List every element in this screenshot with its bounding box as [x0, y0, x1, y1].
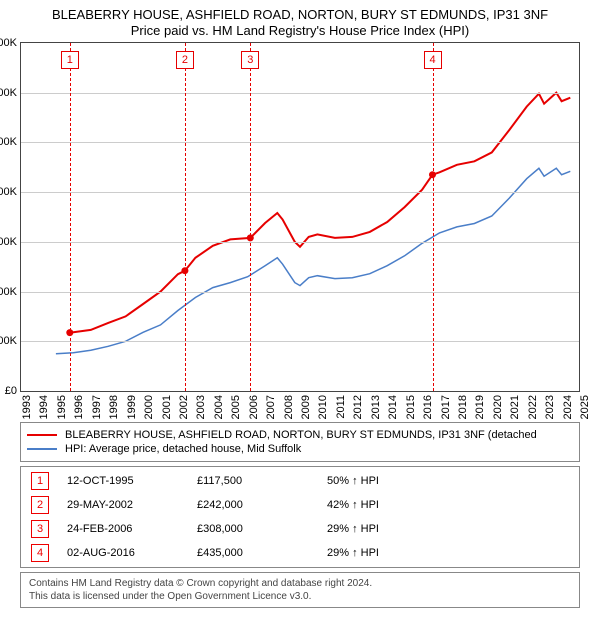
gridline [21, 341, 579, 342]
transaction-number: 2 [31, 496, 49, 514]
x-axis-label: 1999 [126, 395, 138, 419]
page: BLEABERRY HOUSE, ASHFIELD ROAD, NORTON, … [0, 0, 600, 616]
y-axis-label: £400K [0, 186, 17, 198]
x-axis-label: 2002 [178, 395, 190, 419]
legend-swatch [27, 448, 57, 450]
y-axis-label: £100K [0, 335, 17, 347]
transaction-pct: 29% ↑ HPI [327, 523, 569, 535]
transaction-price: £308,000 [197, 523, 327, 535]
transaction-table: 1 12-OCT-1995£117,50050% ↑ HPI 2 29-MAY-200… [20, 466, 580, 568]
marker-number: 4 [424, 51, 442, 69]
gridline [21, 242, 579, 243]
transaction-price: £435,000 [197, 547, 327, 559]
transaction-row: 3 24-FEB-2006£308,00029% ↑ HPI [21, 517, 579, 541]
x-axis-label: 2024 [562, 395, 574, 419]
x-axis-label: 1994 [38, 395, 50, 419]
price-chart: £0£100K£200K£300K£400K£500K£600K£700K199… [20, 42, 580, 392]
marker-line [250, 43, 251, 391]
page-subtitle: Price paid vs. HM Land Registry's House … [4, 23, 596, 38]
transaction-date: 02-AUG-2016 [67, 547, 197, 559]
series-line [56, 168, 570, 353]
legend-label: BLEABERRY HOUSE, ASHFIELD ROAD, NORTON, … [65, 429, 537, 441]
transaction-number: 4 [31, 544, 49, 562]
x-axis-label: 2021 [509, 395, 521, 419]
chart-svg [21, 43, 579, 391]
y-axis-label: £0 [5, 385, 17, 397]
marker-line [185, 43, 186, 391]
x-axis-label: 2009 [300, 395, 312, 419]
x-axis-label: 2019 [474, 395, 486, 419]
transaction-date: 12-OCT-1995 [67, 475, 197, 487]
transaction-price: £242,000 [197, 499, 327, 511]
x-axis-label: 2015 [405, 395, 417, 419]
x-axis-label: 2014 [387, 395, 399, 419]
transaction-row: 1 12-OCT-1995£117,50050% ↑ HPI [21, 469, 579, 493]
x-axis-label: 2025 [579, 395, 591, 419]
transaction-pct: 29% ↑ HPI [327, 547, 569, 559]
footer-line: This data is licensed under the Open Gov… [29, 590, 571, 603]
x-axis-label: 2008 [283, 395, 295, 419]
transaction-pct: 42% ↑ HPI [327, 499, 569, 511]
page-title: BLEABERRY HOUSE, ASHFIELD ROAD, NORTON, … [4, 7, 596, 22]
x-axis-label: 2001 [161, 395, 173, 419]
x-axis-label: 2023 [544, 395, 556, 419]
x-axis-label: 1997 [91, 395, 103, 419]
marker-line [433, 43, 434, 391]
x-axis-label: 2018 [457, 395, 469, 419]
gridline [21, 93, 579, 94]
x-axis-label: 1995 [56, 395, 68, 419]
x-axis-label: 2017 [440, 395, 452, 419]
x-axis-label: 2000 [143, 395, 155, 419]
marker-number: 3 [241, 51, 259, 69]
y-axis-label: £200K [0, 286, 17, 298]
x-axis-label: 2013 [370, 395, 382, 419]
x-axis-label: 2003 [195, 395, 207, 419]
x-axis-label: 2011 [335, 395, 347, 419]
transaction-date: 29-MAY-2002 [67, 499, 197, 511]
x-axis-label: 1998 [108, 395, 120, 419]
x-axis-label: 2005 [230, 395, 242, 419]
transaction-number: 1 [31, 472, 49, 490]
x-axis-label: 1993 [21, 395, 33, 419]
gridline [21, 142, 579, 143]
legend-item: HPI: Average price, detached house, Mid … [27, 443, 573, 455]
legend-item: BLEABERRY HOUSE, ASHFIELD ROAD, NORTON, … [27, 429, 573, 441]
x-axis-label: 2004 [213, 395, 225, 419]
y-axis-label: £300K [0, 236, 17, 248]
footer-line: Contains HM Land Registry data © Crown c… [29, 577, 571, 590]
transaction-price: £117,500 [197, 475, 327, 487]
legend-label: HPI: Average price, detached house, Mid … [65, 443, 301, 455]
transaction-date: 24-FEB-2006 [67, 523, 197, 535]
transaction-row: 2 29-MAY-2002£242,00042% ↑ HPI [21, 493, 579, 517]
gridline [21, 192, 579, 193]
footer: Contains HM Land Registry data © Crown c… [20, 572, 580, 608]
transaction-row: 4 02-AUG-2016£435,00029% ↑ HPI [21, 541, 579, 565]
marker-number: 2 [176, 51, 194, 69]
gridline [21, 292, 579, 293]
transaction-pct: 50% ↑ HPI [327, 475, 569, 487]
y-axis-label: £600K [0, 87, 17, 99]
x-axis-label: 2020 [492, 395, 504, 419]
x-axis-label: 2016 [422, 395, 434, 419]
legend: BLEABERRY HOUSE, ASHFIELD ROAD, NORTON, … [20, 422, 580, 462]
y-axis-label: £500K [0, 136, 17, 148]
x-axis-label: 2012 [352, 395, 364, 419]
x-axis-label: 2007 [265, 395, 277, 419]
x-axis-label: 2022 [527, 395, 539, 419]
transaction-number: 3 [31, 520, 49, 538]
x-axis-label: 1996 [73, 395, 85, 419]
legend-swatch [27, 434, 57, 436]
marker-number: 1 [61, 51, 79, 69]
y-axis-label: £700K [0, 37, 17, 49]
x-axis-label: 2010 [317, 395, 329, 419]
marker-line [70, 43, 71, 391]
x-axis-label: 2006 [248, 395, 260, 419]
